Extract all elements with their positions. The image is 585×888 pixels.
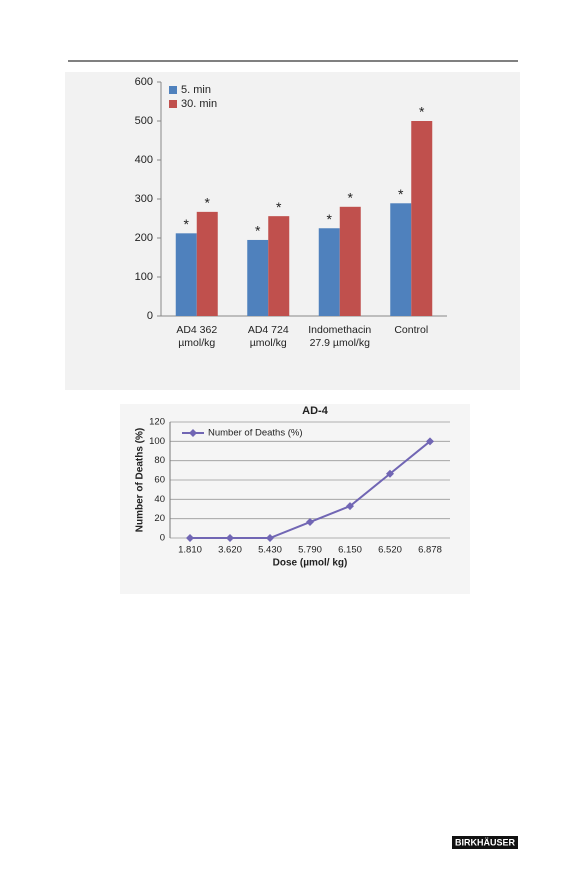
x-tick-label: 6.150 [338,545,362,556]
point [266,534,274,542]
legend-label: Number of Deaths (%) [208,428,303,439]
legend-marker [189,429,197,437]
x-tick-label: 5.790 [298,545,322,556]
legend-label: 30. min [181,98,217,110]
y-axis-label: Number of Deaths (%) [135,428,146,532]
point [386,469,394,478]
bar [247,239,269,316]
significance-marker: * [327,211,333,227]
y-tick-label: 600 [135,76,153,88]
y-tick-label: 100 [135,271,153,283]
point [186,534,194,542]
bar [268,216,290,316]
significance-marker: * [348,190,354,206]
y-tick-label: 20 [154,513,165,524]
point [346,502,354,511]
x-tick-label: 6.520 [378,545,402,556]
bar [318,228,340,316]
significance-marker: * [398,186,404,202]
x-tick-label: Control [394,324,429,336]
significance-marker: * [205,195,211,211]
legend-swatch [169,86,177,94]
publisher: BIRKHÄUSER [455,837,516,847]
x-tick-label: 1.810 [178,545,202,556]
point [226,534,234,542]
y-tick-label: 200 [135,232,153,244]
y-tick-label: 400 [135,154,153,166]
point [426,437,434,446]
x-tick-label: AD4 362 µmol/kg [176,324,218,349]
y-tick-label: 500 [135,115,153,127]
bar [339,206,361,316]
chart-title: AD-4 [302,405,329,417]
legend-label: 5. min [181,84,211,96]
significance-marker: * [276,199,282,215]
bar [390,203,412,316]
y-tick-label: 120 [149,417,165,428]
point [306,518,314,527]
y-tick-label: 100 [149,436,165,447]
significance-marker: * [255,223,261,239]
y-tick-label: 80 [154,455,165,466]
bar [411,121,433,316]
legend-swatch [169,100,177,108]
bar [196,211,218,316]
significance-marker: * [419,104,425,120]
x-axis-label: Dose (µmol/ kg) [273,558,348,569]
x-tick-label: Indomethacin 27.9 µmol/kg [308,324,372,349]
bar [175,233,197,316]
y-tick-label: 40 [154,494,165,505]
y-tick-label: 0 [147,310,153,322]
x-tick-label: 3.620 [218,545,242,556]
x-tick-label: 6.878 [418,545,442,556]
y-tick-label: 60 [154,475,165,486]
y-tick-label: 300 [135,193,153,205]
significance-marker: * [184,216,190,232]
x-tick-label: 5.430 [258,545,282,556]
x-tick-label: AD4 724 µmol/kg [247,324,289,349]
publisher-logo [452,836,518,849]
y-tick-label: 0 [160,533,165,544]
chart-panel [65,72,520,390]
